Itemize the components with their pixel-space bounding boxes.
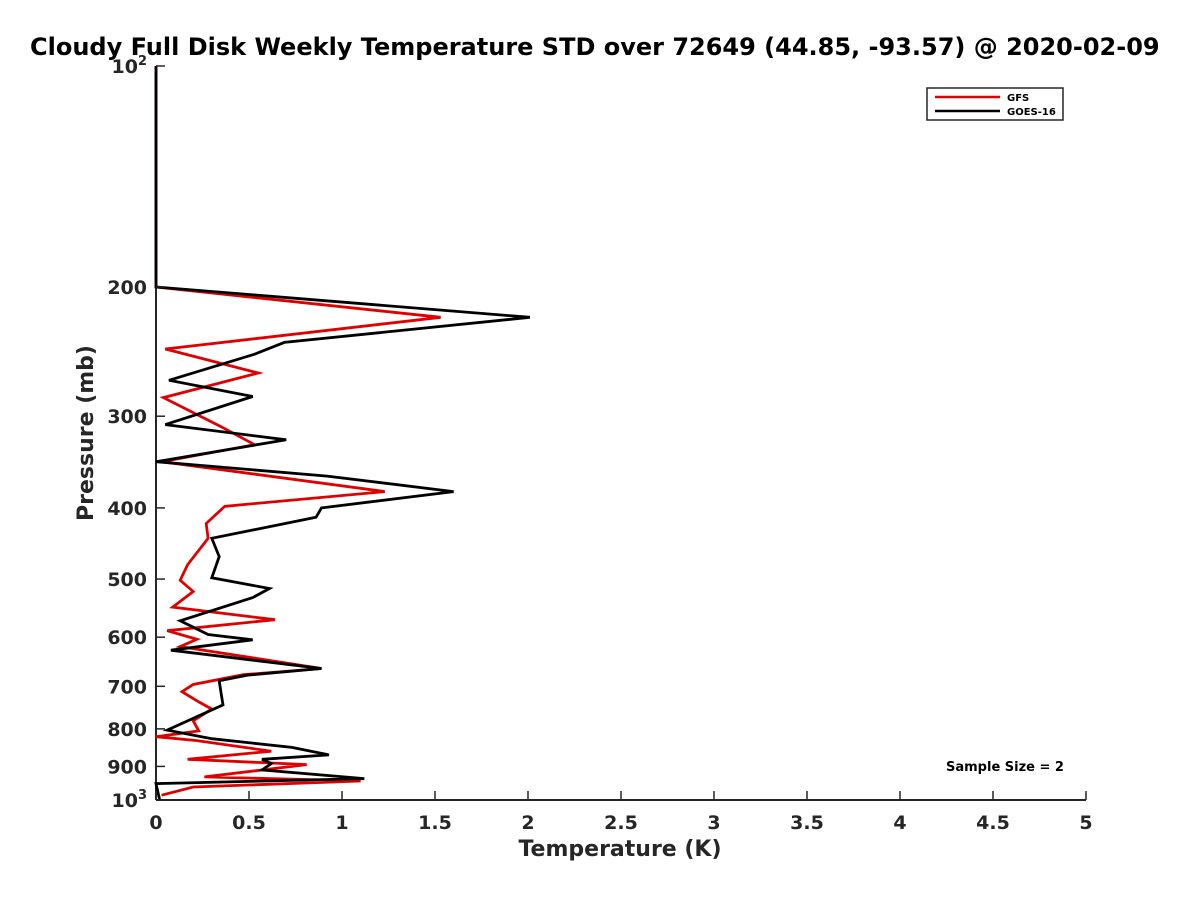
- y-tick-label: 300: [107, 406, 147, 428]
- sample-size-annotation: Sample Size = 2: [946, 760, 1064, 775]
- y-tick-label: 600: [107, 627, 147, 649]
- x-tick-label: 2.5: [604, 812, 638, 834]
- x-axis-label: Temperature (K): [518, 837, 721, 862]
- x-axis-ticks: 0 0.5 1 1.5 2 2.5 3 3.5 4 4.5 5: [149, 791, 1093, 834]
- x-tick-label: 5: [1079, 812, 1092, 834]
- x-tick-label: 0.5: [232, 812, 266, 834]
- y-tick-label: 900: [107, 756, 147, 778]
- y-tick-label: 102: [112, 54, 148, 78]
- legend-label-goes-16: GOES-16: [1007, 107, 1056, 118]
- y-tick-label: 400: [107, 498, 147, 520]
- legend-box: [926, 87, 1064, 121]
- x-tick-label: 4.5: [976, 812, 1010, 834]
- y-axis-ticks: 102 200 300 400 500 600 700 800 900 103: [107, 54, 165, 812]
- x-tick-label: 2: [521, 812, 534, 834]
- y-axis-label: Pressure (mb): [74, 345, 99, 521]
- plot-frame: [155, 66, 1086, 801]
- y-tick-label: 200: [107, 277, 147, 299]
- x-tick-label: 1.5: [418, 812, 452, 834]
- y-tick-label: 800: [107, 719, 147, 741]
- y-tick-label: 500: [107, 569, 147, 591]
- x-tick-label: 3.5: [790, 812, 824, 834]
- x-tick-label: 4: [893, 812, 906, 834]
- series-line-gfs: [154, 66, 441, 797]
- legend-label-gfs: GFS: [1007, 93, 1029, 104]
- chart-title: Cloudy Full Disk Weekly Temperature STD …: [30, 33, 1160, 61]
- y-tick-label: 700: [107, 676, 147, 698]
- y-tick-label: 103: [112, 788, 148, 812]
- x-tick-label: 3: [707, 812, 720, 834]
- series-line-goes-16: [154, 66, 531, 801]
- series-layer: [154, 66, 531, 801]
- x-tick-label: 0: [149, 812, 162, 834]
- legend: GFS GOES-16: [926, 87, 1064, 121]
- x-tick-label: 1: [335, 812, 348, 834]
